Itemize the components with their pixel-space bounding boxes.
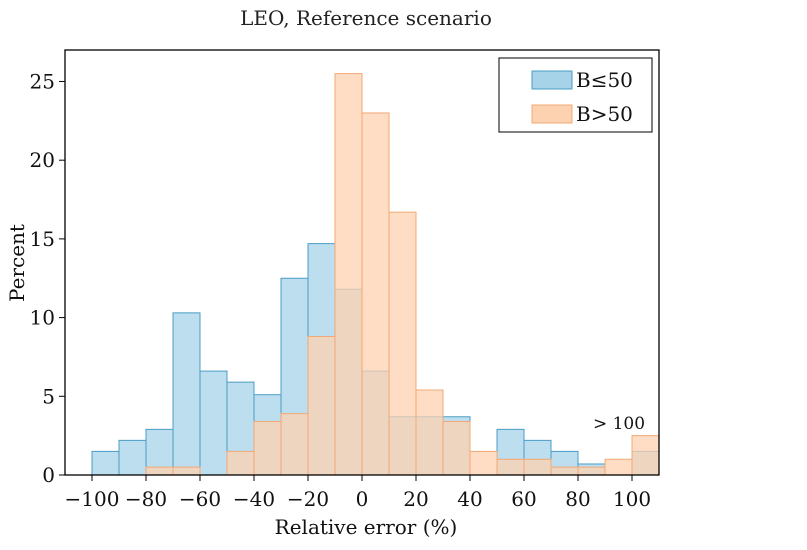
bar-series-1-bin-11: [388, 211, 417, 476]
bar-series-1-bin-7: [280, 413, 309, 476]
bar-series-1-bin-16: [523, 458, 552, 476]
x-axis-label: Relative error (%): [275, 515, 458, 539]
bar-series-0-bin-1: [118, 439, 147, 476]
x-tick-label: −80: [125, 487, 167, 511]
bar-series-1-bin-9: [334, 73, 363, 476]
bar-series-1-bin-13: [442, 420, 471, 476]
bar-series-1-bin-20: [631, 435, 660, 476]
legend-label-b-gt-50: B>50: [576, 102, 633, 126]
legend-box: [498, 57, 653, 133]
bars-layer: [91, 73, 660, 476]
bar-series-0-bin-0: [91, 450, 120, 476]
bar-series-1-bin-6: [253, 420, 282, 476]
bar-series-1-bin-10: [361, 112, 390, 476]
x-tick-label: −100: [65, 487, 120, 511]
bar-series-1-bin-19: [604, 458, 633, 476]
y-tick-label: 5: [42, 384, 55, 408]
legend: B≤50 B>50: [498, 57, 653, 133]
bar-series-1-bin-17: [550, 466, 579, 476]
bar-series-1-bin-5: [226, 450, 255, 476]
x-tick-label: 0: [356, 487, 369, 511]
x-tick-label: 100: [613, 487, 651, 511]
bar-series-1-bin-18: [577, 466, 606, 476]
overflow-annotation: > 100: [593, 414, 645, 434]
bar-series-0-bin-4: [199, 370, 228, 476]
x-tick-label: −20: [287, 487, 329, 511]
y-tick-label: 20: [30, 148, 55, 172]
bar-series-1-bin-8: [307, 335, 336, 476]
bar-series-1-bin-12: [415, 389, 444, 476]
legend-label-b-le-50: B≤50: [576, 68, 633, 92]
y-axis-label: Percent: [5, 224, 29, 302]
axis-ticks: −100 −80 −60 −40 −20 0 20 40 60 80 100 0 5 10 15 20 25: [30, 69, 652, 511]
x-tick-label: 80: [565, 487, 590, 511]
bar-series-0-bin-3: [172, 312, 201, 476]
x-tick-label: 40: [457, 487, 482, 511]
x-tick-label: 60: [511, 487, 536, 511]
x-tick-label: −40: [233, 487, 275, 511]
legend-swatch-b-gt-50: [531, 104, 573, 124]
bar-series-1-bin-15: [496, 458, 525, 476]
x-tick-label: −60: [179, 487, 221, 511]
bar-series-1-bin-14: [469, 450, 498, 476]
bar-series-1-bin-2: [145, 466, 174, 476]
bar-series-1-bin-3: [172, 466, 201, 476]
series-1-bars: [145, 73, 660, 476]
y-tick-label: 10: [30, 306, 55, 330]
y-tick-label: 0: [42, 463, 55, 487]
chart-title: LEO, Reference scenario: [240, 6, 492, 30]
legend-swatch-b-le-50: [531, 70, 573, 90]
x-tick-label: 20: [403, 487, 428, 511]
y-tick-label: 25: [30, 69, 55, 93]
y-tick-label: 15: [30, 227, 55, 251]
